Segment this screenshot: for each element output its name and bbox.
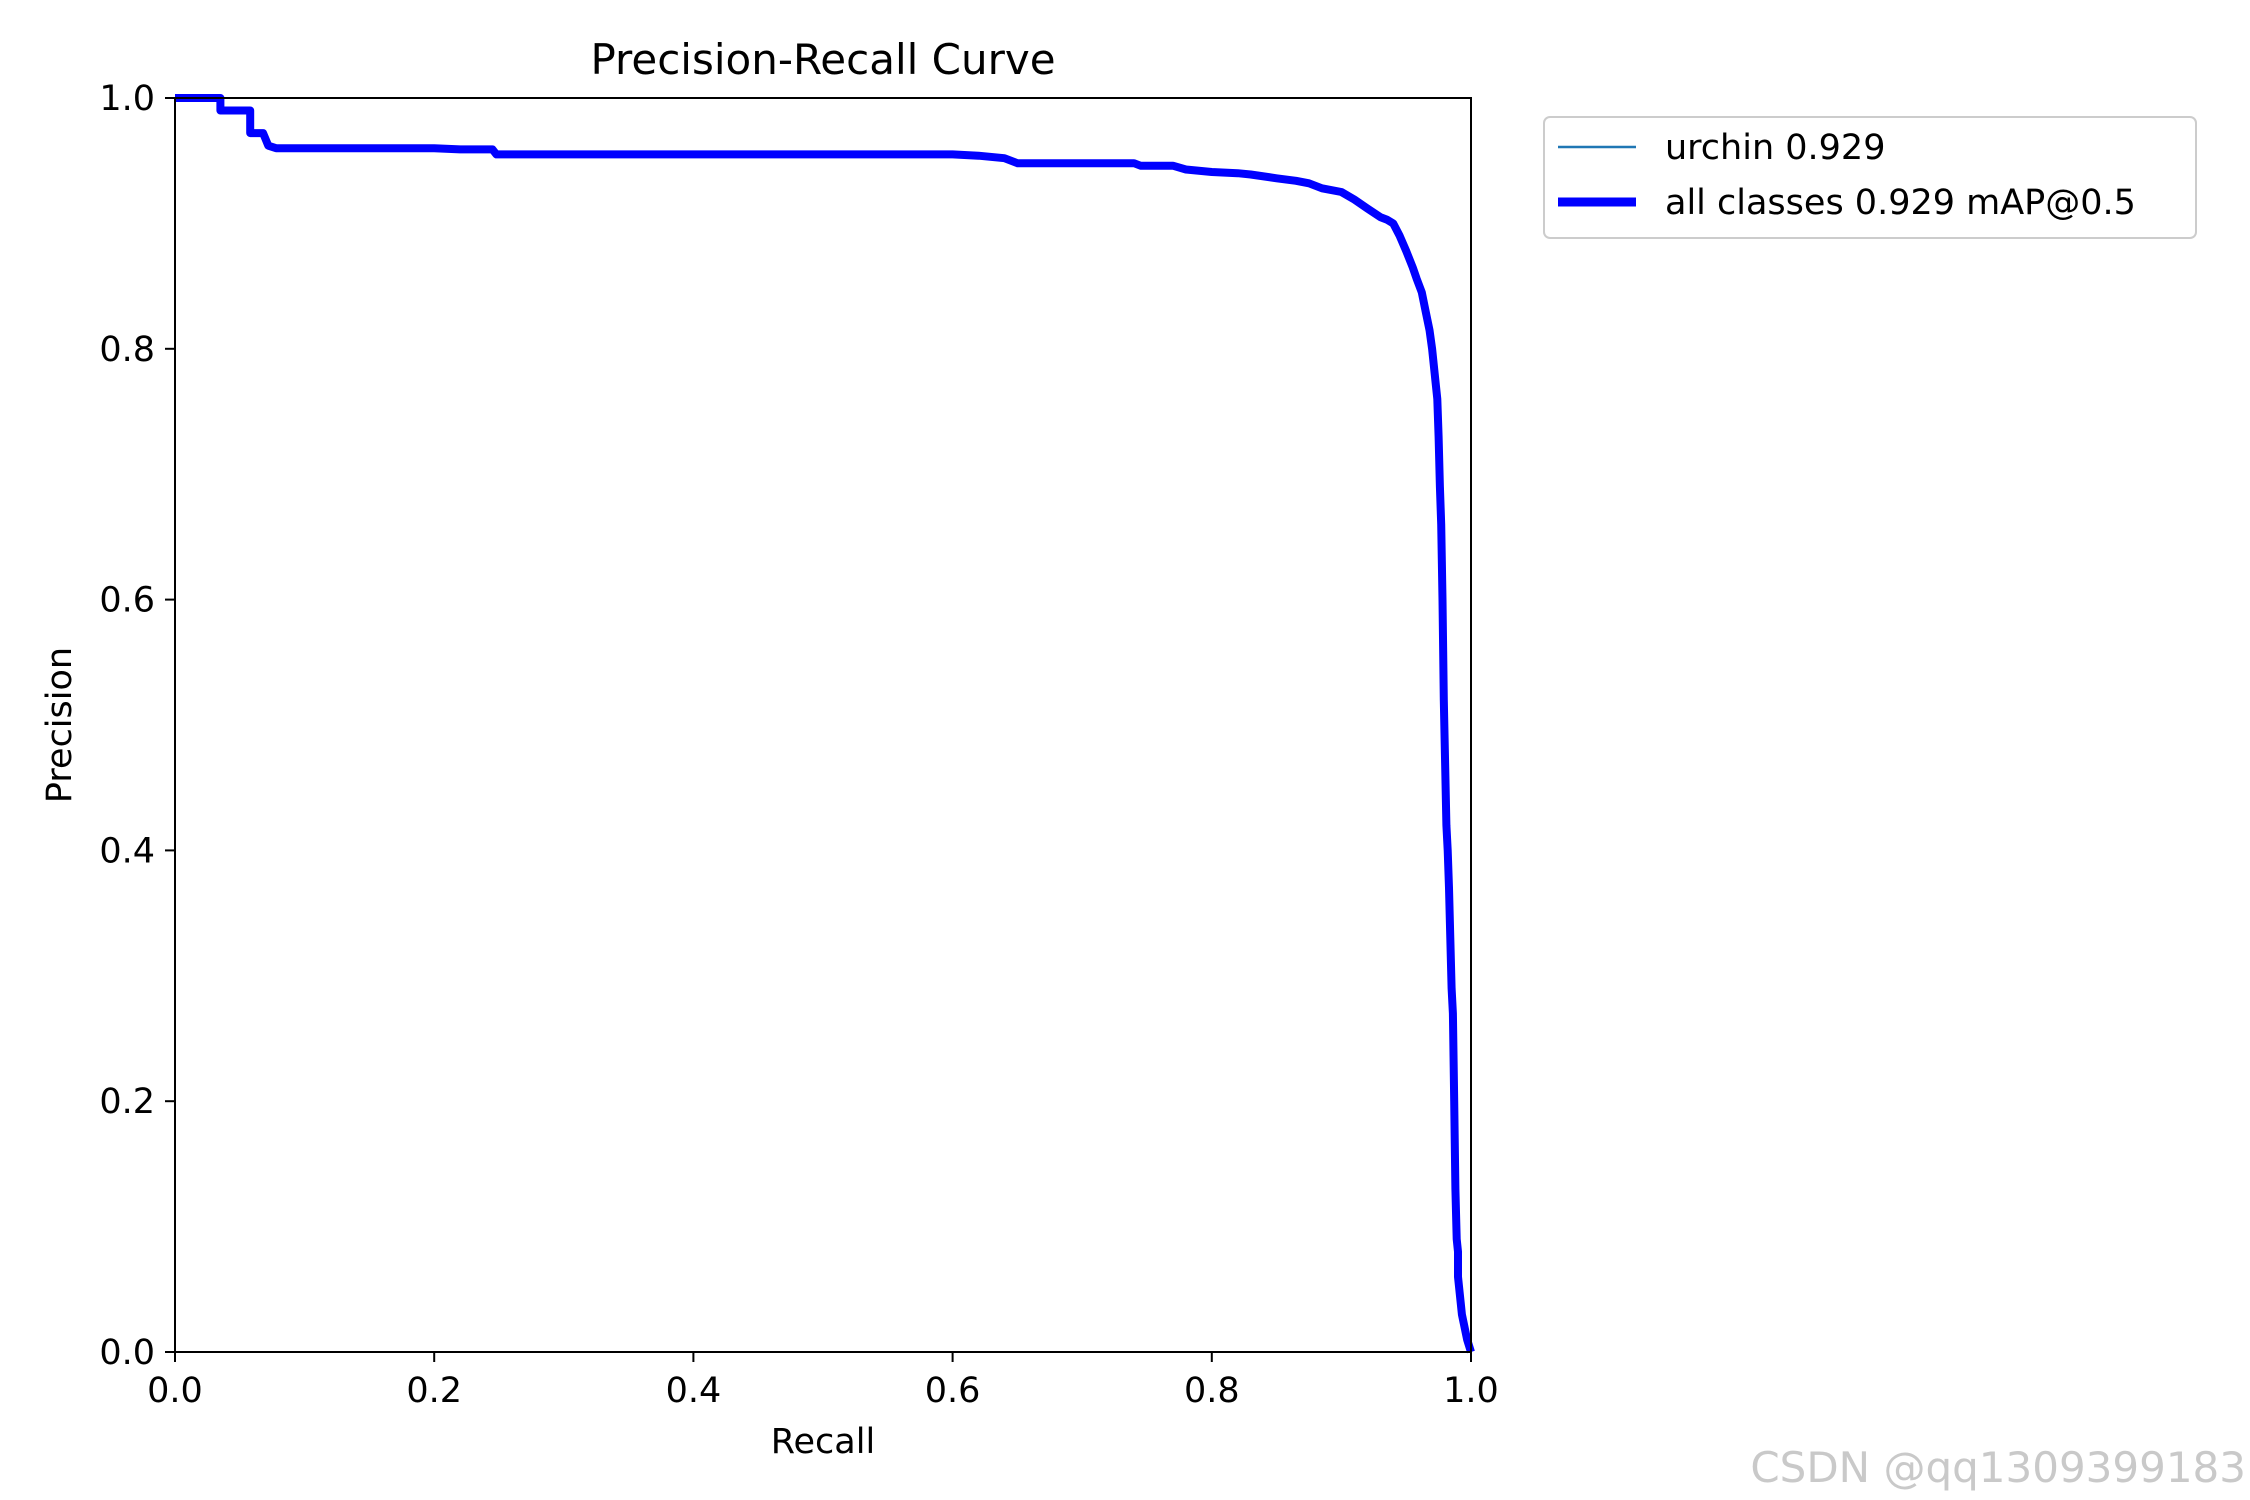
legend-box [1543, 116, 2197, 239]
series-line-1 [175, 94, 1475, 1354]
x-tick-label: 1.0 [1443, 1371, 1499, 1411]
x-axis-ticks: 0.0 0.2 0.4 0.6 0.8 1.0 [147, 1352, 1499, 1411]
y-tick-label: 0.2 [99, 1082, 155, 1122]
x-axis-label: Recall [771, 1422, 875, 1462]
y-tick-label: 0.6 [99, 581, 155, 621]
y-tick-label: 0.4 [99, 831, 155, 871]
y-axis-ticks: 0.0 0.2 0.4 0.6 0.8 1.0 [99, 79, 175, 1373]
x-tick-label: 0.0 [147, 1371, 203, 1411]
y-tick-label: 0.8 [99, 330, 155, 370]
legend-label-all-classes: all classes 0.929 mAP@0.5 [1665, 183, 2136, 223]
watermark: CSDN @qq1309399183 [1750, 1443, 2246, 1492]
y-axis-label: Precision [40, 647, 80, 803]
plot-frame [174, 97, 1472, 1353]
x-tick-label: 0.6 [925, 1371, 981, 1411]
x-tick-label: 0.2 [406, 1371, 462, 1411]
curves [175, 94, 1475, 1354]
x-tick-label: 0.4 [666, 1371, 722, 1411]
legend: urchin 0.929 all classes 0.929 mAP@0.5 [1543, 116, 2197, 239]
y-tick-label: 0.0 [99, 1333, 155, 1373]
chart-title: Precision-Recall Curve [590, 35, 1055, 84]
plot-area [175, 98, 1471, 1352]
y-tick-label: 1.0 [99, 79, 155, 119]
legend-label-urchin: urchin 0.929 [1665, 128, 1885, 168]
x-tick-label: 0.8 [1184, 1371, 1240, 1411]
